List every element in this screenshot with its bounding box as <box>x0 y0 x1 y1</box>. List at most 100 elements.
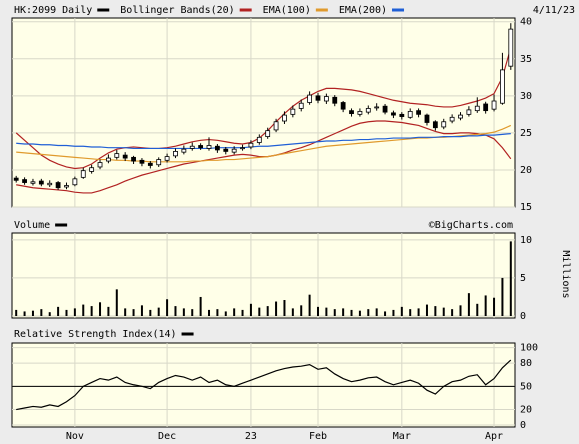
candle-body <box>374 106 380 109</box>
candle-body <box>466 109 472 115</box>
legend-label: Bollinger Bands(20) <box>120 5 234 16</box>
volume-bar <box>65 309 68 316</box>
y-tick-label: 35 <box>520 54 532 65</box>
volume-bar <box>493 297 496 316</box>
volume-bar <box>208 309 211 316</box>
y-tick-label: 0 <box>520 311 526 322</box>
candle-body <box>391 112 396 116</box>
volume-bar <box>124 308 127 316</box>
candle-body <box>298 102 304 109</box>
volume-bar <box>241 309 244 316</box>
volume-bar <box>375 308 378 316</box>
volume-bar <box>333 309 336 316</box>
volume-bar <box>233 308 236 316</box>
volume-bar <box>300 305 303 316</box>
candle-body <box>122 154 128 159</box>
volume-bar <box>283 300 286 316</box>
candle-body <box>449 116 455 122</box>
candle-body <box>97 162 103 168</box>
candle-body <box>407 110 413 118</box>
volume-bar <box>31 310 34 316</box>
candle-body <box>223 148 229 152</box>
candle-body <box>38 180 44 185</box>
candle-body <box>265 130 271 137</box>
candle-body <box>483 103 489 112</box>
volume-bar <box>99 302 102 316</box>
candle-body <box>156 159 162 166</box>
candle-body <box>491 100 497 110</box>
candle-body <box>214 145 220 151</box>
volume-bar <box>82 304 85 316</box>
candle-body <box>22 179 27 183</box>
volume-bar <box>107 306 110 316</box>
volume-bar <box>132 309 135 316</box>
volume-bar <box>57 306 60 316</box>
volume-bar <box>476 303 479 316</box>
volume-bar <box>392 309 395 316</box>
candle-body <box>357 110 363 115</box>
candle-body <box>508 28 514 67</box>
volume-bar <box>342 308 345 316</box>
legend-swatch <box>181 332 194 336</box>
y-tick-label: 20 <box>520 405 532 416</box>
y-tick-label: 0 <box>520 420 526 431</box>
candle-body <box>55 182 61 189</box>
candle-body <box>458 114 463 119</box>
volume-bar <box>191 309 194 316</box>
candle-body <box>365 108 371 113</box>
candle-body <box>89 167 95 172</box>
x-tick-label: 23 <box>245 431 257 442</box>
x-tick-label: Feb <box>309 431 327 442</box>
volume-bar <box>400 306 403 316</box>
legend-swatch <box>97 8 110 12</box>
volume-bar <box>149 309 152 316</box>
volume-bar <box>509 241 512 316</box>
y-tick-label: 80 <box>520 358 532 369</box>
legend-label: EMA(200) <box>339 5 387 16</box>
panel <box>11 17 516 208</box>
volume-bar <box>459 305 462 316</box>
volume-bar <box>266 306 269 316</box>
panel <box>11 232 516 319</box>
legend-swatch <box>239 8 252 12</box>
candle-body <box>72 178 78 186</box>
overlay-line <box>16 133 511 150</box>
candle-body <box>147 162 153 166</box>
volume-bar <box>501 277 504 316</box>
candle-body <box>173 151 178 157</box>
candle-body <box>189 145 195 149</box>
volume-bar <box>23 311 26 316</box>
y-tick-label: 15 <box>520 202 532 213</box>
y-tick-label: 10 <box>520 235 532 246</box>
volume-bar <box>40 309 43 316</box>
y-tick-label: 30 <box>520 91 532 102</box>
candle-body <box>290 108 296 115</box>
candle-body <box>114 153 120 158</box>
rsi-line <box>16 359 512 411</box>
volume-bar <box>350 309 353 316</box>
panel <box>11 342 516 428</box>
candle-body <box>231 148 237 153</box>
volume-bar <box>115 289 118 316</box>
candle-body <box>248 142 254 148</box>
candle-body <box>273 121 279 131</box>
volume-bar <box>258 307 261 316</box>
volume-bar <box>291 308 294 316</box>
volume-bar <box>484 295 487 316</box>
candle-body <box>399 113 405 117</box>
candle-body <box>240 147 245 150</box>
candle-body <box>181 148 187 153</box>
candle-body <box>432 121 438 129</box>
x-tick-label: Nov <box>66 431 84 442</box>
legend-label: Volume <box>14 220 50 231</box>
candle-body <box>307 94 313 103</box>
candle-body <box>332 96 338 104</box>
volume-bar <box>216 309 219 316</box>
volume-bar <box>425 304 428 316</box>
source-label: ©BigCharts.com <box>429 220 513 231</box>
candle-body <box>349 110 354 115</box>
y-tick-label: 100 <box>520 343 538 354</box>
candle-body <box>500 69 505 104</box>
y-axis-label: Millions <box>560 250 571 298</box>
